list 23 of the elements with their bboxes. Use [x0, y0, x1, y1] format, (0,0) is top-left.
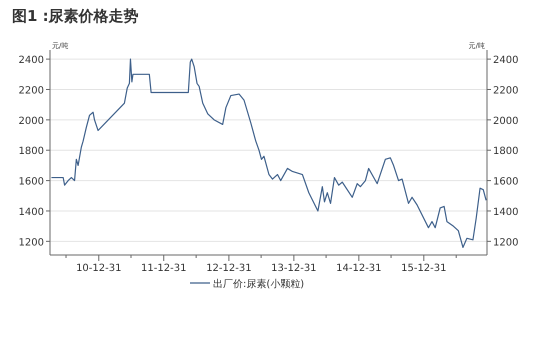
legend-label: 出厂价:尿素(小颗粒) [213, 278, 304, 290]
y2-tick-label: 1800 [493, 146, 518, 158]
chart-title: 图1 :尿素价格走势 [12, 7, 139, 25]
line-series [50, 58, 487, 248]
y-tick-label: 2200 [18, 85, 44, 96]
y-tick-label: 2000 [18, 116, 44, 127]
y2-tick-label: 2200 [493, 85, 518, 96]
x-tick-label: 15-12-31 [401, 263, 447, 274]
x-tick-label: 13-12-31 [271, 263, 317, 274]
x-tick-label: 14-12-31 [336, 263, 382, 274]
y-tick-label: 1600 [18, 176, 44, 188]
y-tick-label: 1400 [18, 206, 44, 218]
y2-tick-label: 2000 [493, 116, 518, 127]
y-tick-label: 1800 [18, 146, 44, 158]
y2-tick-label: 1200 [493, 237, 518, 248]
y2-tick-label: 2400 [493, 55, 518, 66]
x-tick-label: 12-12-31 [206, 263, 252, 274]
x-tick-label: 11-12-31 [141, 263, 186, 274]
y2-tick-label: 1400 [493, 206, 518, 218]
x-tick-label: 10-12-31 [76, 263, 122, 274]
y-tick-label: 2400 [18, 55, 44, 66]
y-tick-label: 1200 [18, 237, 44, 248]
y2-tick-label: 1600 [493, 176, 518, 188]
